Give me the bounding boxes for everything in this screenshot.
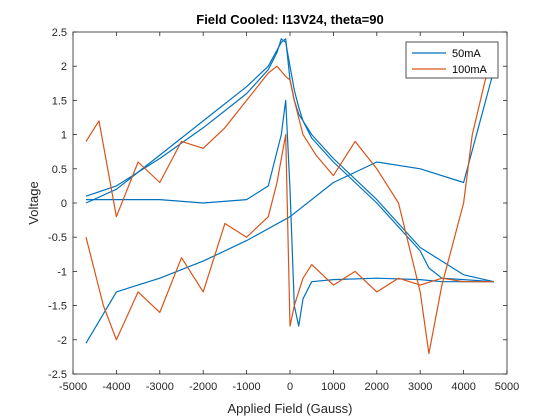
y-tick-label: -0.5: [48, 232, 67, 244]
y-axis-label: Voltage: [26, 181, 41, 224]
series-line-50ma: [85, 38, 495, 283]
series-line-50ma: [85, 69, 495, 344]
x-tick-label: 5000: [495, 381, 519, 393]
x-tick-label: -5000: [59, 381, 87, 393]
x-tick-label: -4000: [102, 381, 130, 393]
series-line-100ma: [85, 134, 494, 341]
y-tick-label: 0: [61, 198, 67, 210]
x-tick-label: 0: [287, 381, 293, 393]
y-tick-label: 0.5: [52, 164, 67, 176]
y-tick-label: 2: [61, 61, 67, 73]
x-tick-label: 2000: [365, 381, 389, 393]
chart-title: Field Cooled: I13V24, theta=90: [196, 12, 383, 27]
x-tick-label: 3000: [408, 381, 432, 393]
y-tick-label: 2.5: [52, 27, 67, 39]
legend-label-50ma: 50mA: [452, 48, 481, 60]
series-line-100ma: [85, 59, 495, 355]
x-tick-label: -2000: [189, 381, 217, 393]
y-tick-label: 1.5: [52, 95, 67, 107]
y-tick-label: 1: [61, 130, 67, 142]
y-tick-label: -1.5: [48, 301, 67, 313]
plot-area: [85, 38, 495, 355]
x-tick-label: -1000: [233, 381, 261, 393]
legend-label-100ma: 100mA: [452, 64, 488, 76]
x-tick-label: 1000: [321, 381, 345, 393]
legend: 50mA 100mA: [405, 41, 499, 79]
x-axis-ticks: -5000 -4000 -3000 -2000 -1000 0 1000 2000 3000 40…: [59, 32, 519, 393]
y-tick-label: -2: [57, 335, 67, 347]
y-tick-label: -2.5: [48, 369, 67, 381]
series-line-50ma: [86, 99, 494, 327]
y-axis-ticks: -2.5 -2 -1.5 -1 -0.5 0 0.5 1 1.5 2 2.5: [48, 27, 507, 381]
x-axis-label: Applied Field (Gauss): [228, 401, 353, 416]
legend-box: [405, 41, 499, 79]
series-50ma: [85, 38, 495, 344]
x-tick-label: 4000: [451, 381, 475, 393]
x-tick-label: -3000: [146, 381, 174, 393]
series-100ma: [85, 59, 495, 355]
y-tick-label: -1: [57, 266, 67, 278]
